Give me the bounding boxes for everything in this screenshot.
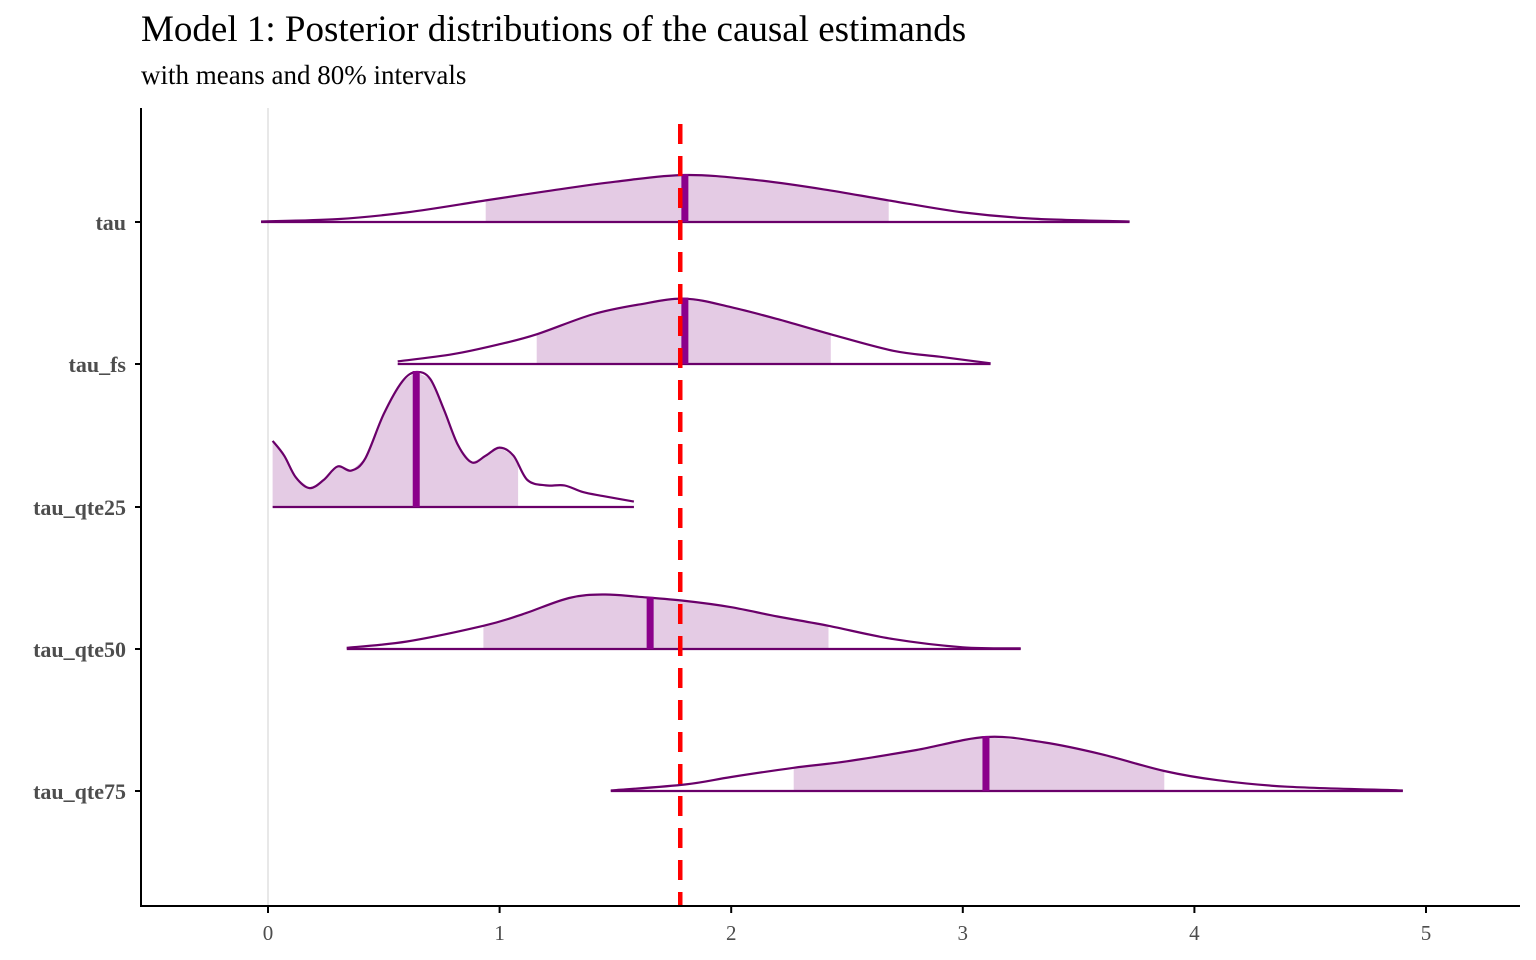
y-tick-label-tau_qte50: tau_qte50 [33, 637, 126, 662]
x-tick-label-3: 3 [958, 921, 969, 945]
density-curve-tau_qte50 [346, 593, 1021, 650]
x-tick-label-1: 1 [494, 921, 505, 945]
y-tick-label-tau_qte25: tau_qte25 [33, 495, 126, 520]
y-tick-label-tau: tau [95, 210, 126, 235]
y-tick-label-tau_fs: tau_fs [69, 352, 127, 377]
x-tick-label-2: 2 [726, 921, 737, 945]
density-curve-tau_qte25 [271, 370, 635, 503]
chart-title: Model 1: Posterior distributions of the … [141, 9, 967, 50]
interval-area-tau_qte50 [483, 594, 829, 649]
x-tick-label-0: 0 [263, 921, 274, 945]
x-tick-label-4: 4 [1189, 921, 1200, 945]
interval-area-tau_qte25 [272, 372, 519, 507]
y-tick-label-tau_qte75: tau_qte75 [33, 779, 126, 804]
x-tick-label-5: 5 [1421, 921, 1432, 945]
chart-subtitle: with means and 80% intervals [141, 60, 467, 90]
interval-area-tau_qte75 [793, 737, 1165, 791]
